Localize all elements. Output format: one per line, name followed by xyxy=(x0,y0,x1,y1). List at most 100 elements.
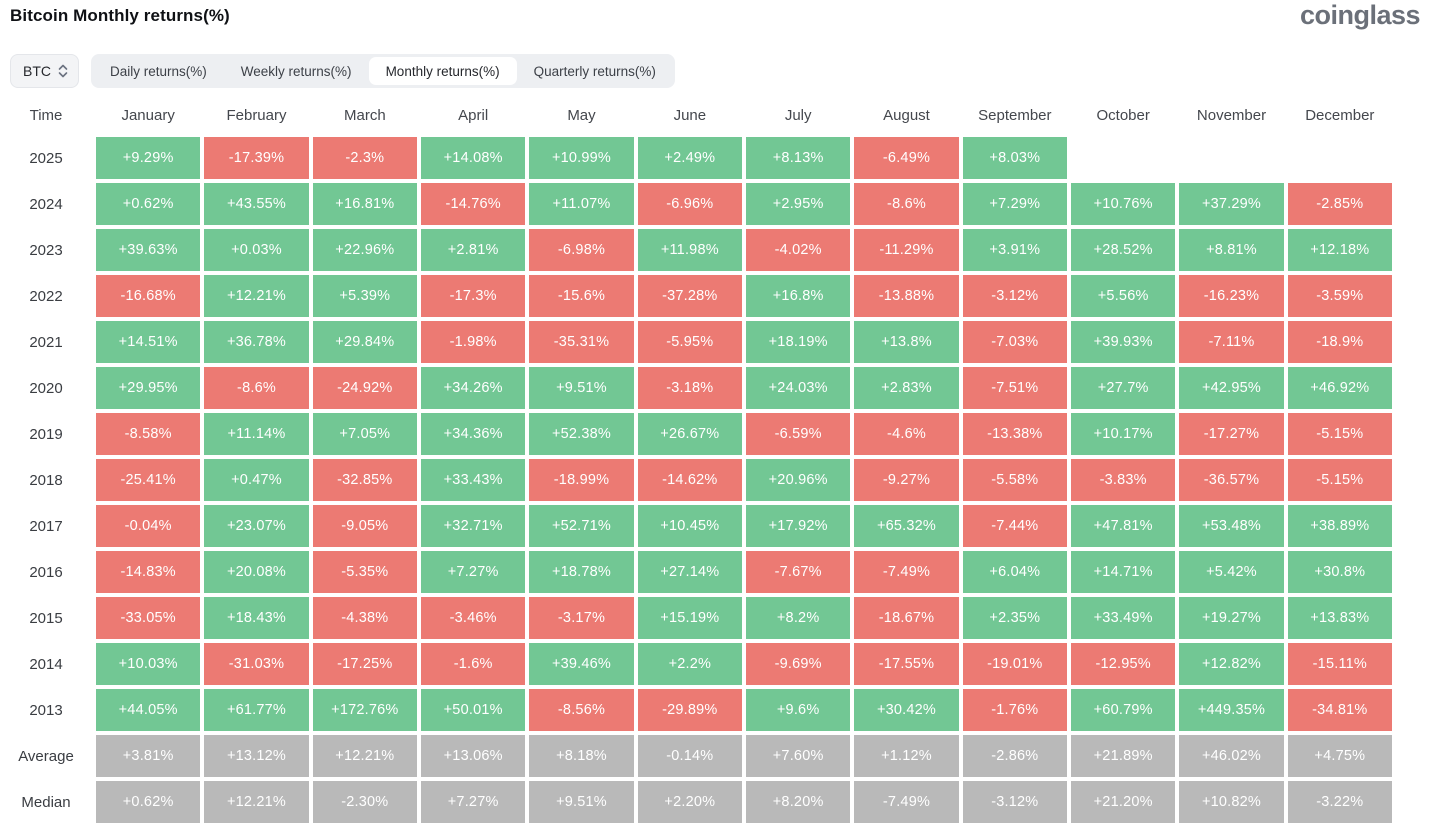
return-cell: +0.03% xyxy=(204,229,309,271)
return-cell: +42.95% xyxy=(1179,367,1284,409)
return-cell: +0.47% xyxy=(204,459,309,501)
row-label-2022: 2022 xyxy=(29,287,63,305)
return-cell: -7.67% xyxy=(746,551,851,593)
row-label-2020: 2020 xyxy=(29,379,63,397)
table-header-row: Time January February March April May June July… xyxy=(0,100,1392,130)
return-cell: +22.96% xyxy=(312,229,417,271)
row-label-2013: 2013 xyxy=(29,701,63,719)
return-cell: +2.35% xyxy=(962,597,1067,639)
return-cell: -8.58% xyxy=(96,413,201,455)
return-cell: +1.12% xyxy=(854,735,959,777)
return-cell: +12.18% xyxy=(1287,229,1392,271)
return-cell: +23.07% xyxy=(204,505,309,547)
row-label-2021: 2021 xyxy=(29,333,63,351)
empty-cell xyxy=(1179,137,1283,179)
return-cell: -2.30% xyxy=(312,781,417,823)
return-cell: -5.15% xyxy=(1287,459,1392,501)
return-cell: -8.6% xyxy=(854,183,959,225)
row-label-median: Median xyxy=(21,793,71,811)
return-cell: +8.03% xyxy=(962,137,1067,179)
tab-daily[interactable]: Daily returns(%) xyxy=(110,63,207,79)
return-cell: +60.79% xyxy=(1071,689,1176,731)
return-cell: +18.19% xyxy=(746,321,851,363)
return-cell: -34.81% xyxy=(1287,689,1392,731)
return-cell: -17.25% xyxy=(312,643,417,685)
return-cell: +47.81% xyxy=(1071,505,1176,547)
return-cell: -5.35% xyxy=(312,551,417,593)
row-label-2023: 2023 xyxy=(29,241,63,259)
return-cell: +8.18% xyxy=(529,735,634,777)
return-cell: -37.28% xyxy=(637,275,742,317)
return-cell: -16.68% xyxy=(96,275,201,317)
return-cell: +2.83% xyxy=(854,367,959,409)
return-cell: +12.21% xyxy=(312,735,417,777)
return-cell: -3.46% xyxy=(421,597,526,639)
return-cell: +7.27% xyxy=(421,781,526,823)
return-cell: -4.38% xyxy=(312,597,417,639)
column-header-february: February xyxy=(226,106,287,124)
return-cell: -3.22% xyxy=(1287,781,1392,823)
controls-bar: BTC Daily returns(%) Weekly returns(%) Mon… xyxy=(10,54,675,88)
return-cell: -9.69% xyxy=(746,643,851,685)
return-cell: -3.17% xyxy=(529,597,634,639)
return-cell: +33.43% xyxy=(421,459,526,501)
return-cell: +28.52% xyxy=(1071,229,1176,271)
return-cell: +21.89% xyxy=(1071,735,1176,777)
return-cell: -1.76% xyxy=(962,689,1067,731)
column-header-july: July xyxy=(784,106,812,124)
return-cell: -9.05% xyxy=(312,505,417,547)
tab-quarterly[interactable]: Quarterly returns(%) xyxy=(533,63,656,79)
return-cell: -24.92% xyxy=(312,367,417,409)
return-cell: -15.11% xyxy=(1287,643,1392,685)
return-cell: -17.39% xyxy=(204,137,309,179)
return-cell: +39.93% xyxy=(1071,321,1176,363)
return-cell: -8.6% xyxy=(204,367,309,409)
return-cell: +12.82% xyxy=(1179,643,1284,685)
return-cell: +2.49% xyxy=(637,137,742,179)
return-cell: -4.02% xyxy=(746,229,851,271)
return-cell: +53.48% xyxy=(1179,505,1284,547)
return-cell: -33.05% xyxy=(96,597,201,639)
page-title: Bitcoin Monthly returns(%) xyxy=(10,6,230,25)
return-cell: +14.71% xyxy=(1071,551,1176,593)
return-cell: +10.17% xyxy=(1071,413,1176,455)
return-cell: +14.51% xyxy=(96,321,201,363)
tab-monthly[interactable]: Monthly returns(%) xyxy=(368,57,517,85)
column-header-time: Time xyxy=(29,106,63,124)
return-cell: -36.57% xyxy=(1179,459,1284,501)
return-cell: +10.99% xyxy=(529,137,634,179)
symbol-select-value: BTC xyxy=(23,63,51,79)
return-cell: +18.43% xyxy=(204,597,309,639)
return-cell: +5.39% xyxy=(312,275,417,317)
return-cell: +52.71% xyxy=(529,505,634,547)
return-cell: -18.99% xyxy=(529,459,634,501)
return-cell: +12.21% xyxy=(204,781,309,823)
row-label-2018: 2018 xyxy=(29,471,63,489)
return-cell: +50.01% xyxy=(421,689,526,731)
return-cell: -0.04% xyxy=(96,505,201,547)
return-cell: +20.08% xyxy=(204,551,309,593)
return-cell: +7.05% xyxy=(312,413,417,455)
return-cell: +4.75% xyxy=(1287,735,1392,777)
return-cell: +29.95% xyxy=(96,367,201,409)
return-cell: -18.67% xyxy=(854,597,959,639)
return-cell: -5.58% xyxy=(962,459,1067,501)
return-cell: -2.3% xyxy=(312,137,417,179)
return-cell: +36.78% xyxy=(204,321,309,363)
return-cell: -29.89% xyxy=(637,689,742,731)
return-cell: +52.38% xyxy=(529,413,634,455)
return-cell: +38.89% xyxy=(1287,505,1392,547)
return-cell: -14.83% xyxy=(96,551,201,593)
return-cell: +39.46% xyxy=(529,643,634,685)
return-cell: -25.41% xyxy=(96,459,201,501)
row-label-average: Average xyxy=(18,747,74,765)
column-header-may: May xyxy=(567,106,596,124)
tab-weekly[interactable]: Weekly returns(%) xyxy=(240,63,352,79)
symbol-select[interactable]: BTC xyxy=(10,54,79,88)
return-cell: +8.2% xyxy=(746,597,851,639)
return-cell: +9.29% xyxy=(96,137,201,179)
return-cell: +0.62% xyxy=(96,183,201,225)
return-cell: -2.85% xyxy=(1287,183,1392,225)
return-cell: +12.21% xyxy=(204,275,309,317)
return-cell: +19.27% xyxy=(1179,597,1284,639)
